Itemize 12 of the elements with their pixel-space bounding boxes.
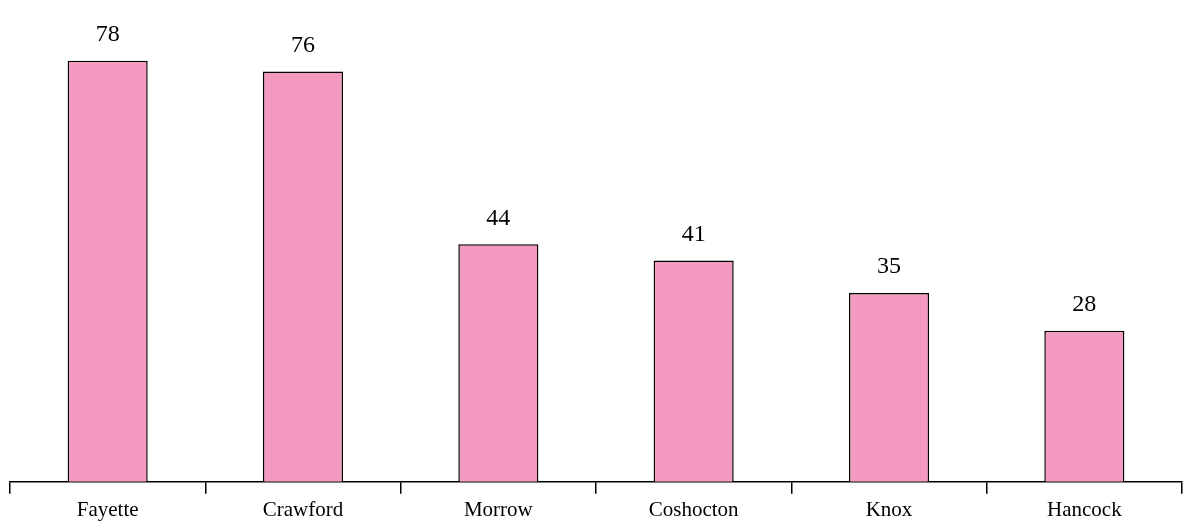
x-tick-label: Hancock xyxy=(1047,496,1123,521)
data-label: 35 xyxy=(877,252,901,279)
data-label: 28 xyxy=(1072,289,1097,316)
data-label: 76 xyxy=(291,30,315,57)
x-tick-label: Crawford xyxy=(262,496,344,521)
data-label: 78 xyxy=(95,20,120,47)
data-label: 41 xyxy=(681,219,706,246)
data-label: 44 xyxy=(486,203,511,230)
x-tick-label: Fayette xyxy=(76,496,139,521)
x-tick-label: Morrow xyxy=(463,496,534,521)
x-tick-label: Knox xyxy=(865,496,913,521)
x-tick-label: Coshocton xyxy=(648,496,740,521)
